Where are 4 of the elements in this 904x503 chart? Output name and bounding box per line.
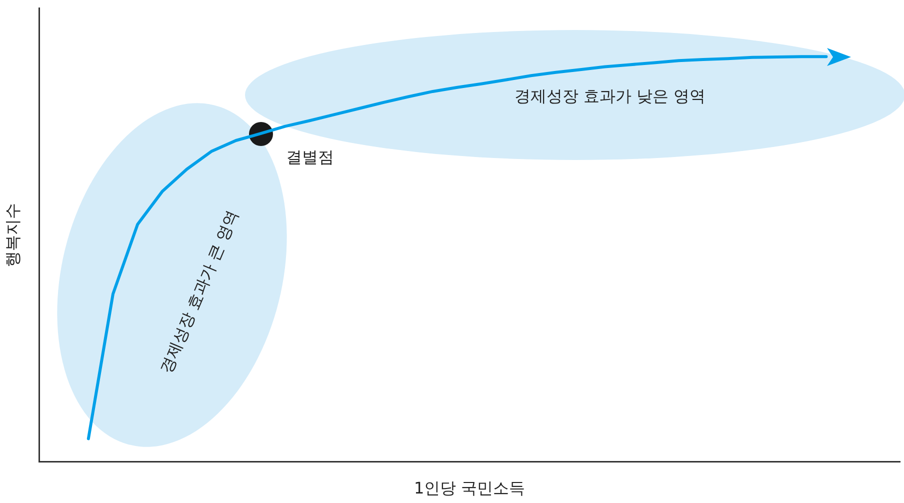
y-axis-title: 행복지수 — [2, 202, 22, 267]
x-axis-title: 1인당 국민소득 — [414, 478, 526, 498]
annotation: 경제성장 효과가 낮은 영역 — [514, 86, 706, 108]
annotation: 결별점 — [286, 148, 334, 168]
